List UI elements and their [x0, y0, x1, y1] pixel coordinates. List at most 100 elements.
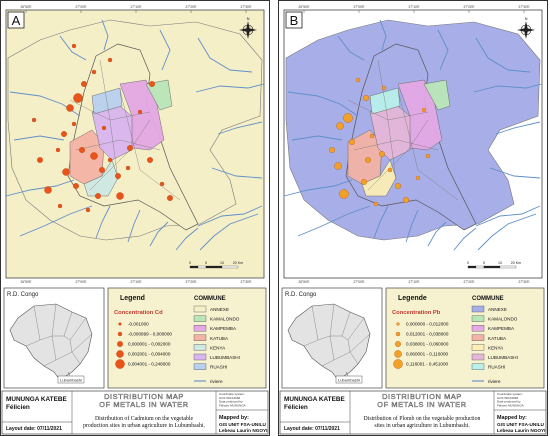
- legend-frame: [385, 287, 545, 389]
- legend-dot: [116, 350, 124, 358]
- commune-label: KENYA: [210, 345, 226, 350]
- grid-label-top: 27°10'E: [130, 5, 141, 9]
- panel-label-box: [7, 11, 25, 29]
- sample-site: [425, 153, 431, 159]
- grid-label-top: 26°50'E: [20, 5, 31, 9]
- sample-site: [336, 122, 344, 130]
- legend-dot: [395, 331, 401, 337]
- sample-site: [159, 181, 165, 187]
- river-12: [473, 83, 543, 93]
- river-7: [453, 227, 477, 251]
- commune-title: COMMUNE: [472, 296, 504, 302]
- sample-site: [349, 139, 355, 145]
- river-3: [297, 205, 371, 237]
- scale-tick: 5: [483, 261, 485, 265]
- commune-swatch: [193, 344, 207, 351]
- river-6: [427, 221, 447, 247]
- sample-site: [95, 193, 101, 199]
- sample-site: [403, 197, 409, 203]
- legend-title: Legend: [120, 295, 145, 302]
- commune-label: KAMALONDO: [210, 317, 240, 322]
- commune-label: ANNEXE: [488, 307, 507, 312]
- commune-label: KENYA: [488, 345, 504, 350]
- commune-kamalondo: [423, 79, 451, 111]
- commune-swatch: [471, 344, 485, 351]
- sample-site: [57, 203, 63, 209]
- sample-site: [125, 165, 131, 171]
- commune-swatch: [193, 325, 207, 332]
- footer-layout-date: Layout date: 07/11/2021: [284, 426, 340, 432]
- city-pointer: [345, 371, 349, 377]
- sample-site: [421, 107, 427, 113]
- sample-site: [329, 147, 335, 153]
- drc-outline: [287, 303, 371, 381]
- scale-bar: 0 5 10 20 Km: [189, 261, 243, 269]
- scale-seg: [483, 265, 501, 269]
- sample-site: [339, 189, 349, 199]
- sample-site: [37, 157, 43, 163]
- legend-class-label: 0,004001 - 0,248000: [128, 362, 171, 367]
- sample-site: [101, 125, 107, 131]
- river-15: [101, 19, 109, 51]
- sample-site: [31, 117, 37, 123]
- grid-label-top: 27°10'E: [408, 5, 419, 9]
- legend-dot: [396, 322, 400, 326]
- sample-site: [55, 147, 61, 153]
- inset-city-label: Lubumbashi: [338, 378, 360, 383]
- commune-swatch: [471, 334, 485, 341]
- footer-map-title: DISTRIBUTION MAP OF METALS IN WATER: [377, 392, 467, 409]
- footer-frame: [279, 390, 547, 435]
- sample-site: [415, 175, 421, 181]
- footer-mapped-by: Mapped by:: [497, 415, 527, 421]
- commune-label: KATUBA: [488, 336, 507, 341]
- river-13: [437, 29, 449, 71]
- panel-label: B: [290, 13, 299, 28]
- footer-map-title: DISTRIBUTION MAP OF METALS IN WATER: [99, 392, 189, 409]
- sample-site: [387, 167, 393, 173]
- city-label-box: [335, 375, 363, 384]
- scale-bar: 0 5 10 20 Km: [467, 261, 521, 269]
- river-10: [211, 167, 263, 179]
- sample-site: [91, 69, 97, 75]
- grid-label-top: 27°30'E: [240, 5, 251, 9]
- grid-label-bottom: 26°50'E: [20, 280, 31, 284]
- river-14: [475, 37, 531, 73]
- footer-coord: Coordinate system: GCS WGS1984 Data produc…: [219, 392, 246, 407]
- road-4: [367, 119, 429, 191]
- sample-site: [127, 145, 133, 151]
- main-map: 26°50'E 27°00'E 27°10'E 27°20'E 27°30'E B N 0 5 1…: [283, 5, 543, 284]
- sample-site: [81, 81, 87, 87]
- scale-tick: 20 Km: [233, 261, 243, 265]
- commune-swatch: [471, 315, 485, 322]
- scale-tick: 5: [205, 261, 207, 265]
- sample-site: [73, 93, 83, 103]
- sample-site: [334, 162, 342, 170]
- sample-site: [99, 167, 105, 173]
- city-label-box: [57, 375, 85, 384]
- sample-site: [44, 186, 52, 194]
- sample-site: [381, 85, 387, 91]
- sample-site: [107, 57, 113, 63]
- sample-site: [361, 179, 367, 185]
- inset-title: R.D. Congo: [7, 292, 39, 298]
- commune-title: COMMUNE: [194, 296, 226, 302]
- commune-swatch: [471, 305, 485, 313]
- panel-b: 26°50'E 27°00'E 27°10'E 27°20'E 27°30'E B N 0 5 1…: [278, 0, 548, 436]
- grid-label-bottom: 26°50'E: [298, 280, 309, 284]
- grid-label-bottom: 27°00'E: [353, 280, 364, 284]
- inset-map: R.D. Congo Lubumbashi: [3, 287, 105, 389]
- panel-label-box: [285, 11, 303, 29]
- legend-class-label: 0,002001 - 0,004000: [128, 352, 171, 357]
- commune-label: LUBUMBASHI: [210, 355, 240, 360]
- inset-map: R.D. Congo Lubumbashi: [281, 287, 383, 389]
- commune-swatch: [471, 325, 485, 332]
- river-16: [59, 35, 87, 61]
- drc-outline: [9, 303, 93, 381]
- scale-tick: 20 Km: [511, 261, 521, 265]
- north-arrow-icon: N: [239, 16, 257, 39]
- river-13: [159, 29, 171, 71]
- road-2: [377, 59, 397, 181]
- commune-label: RUASHI: [210, 365, 227, 370]
- sample-site: [71, 121, 77, 127]
